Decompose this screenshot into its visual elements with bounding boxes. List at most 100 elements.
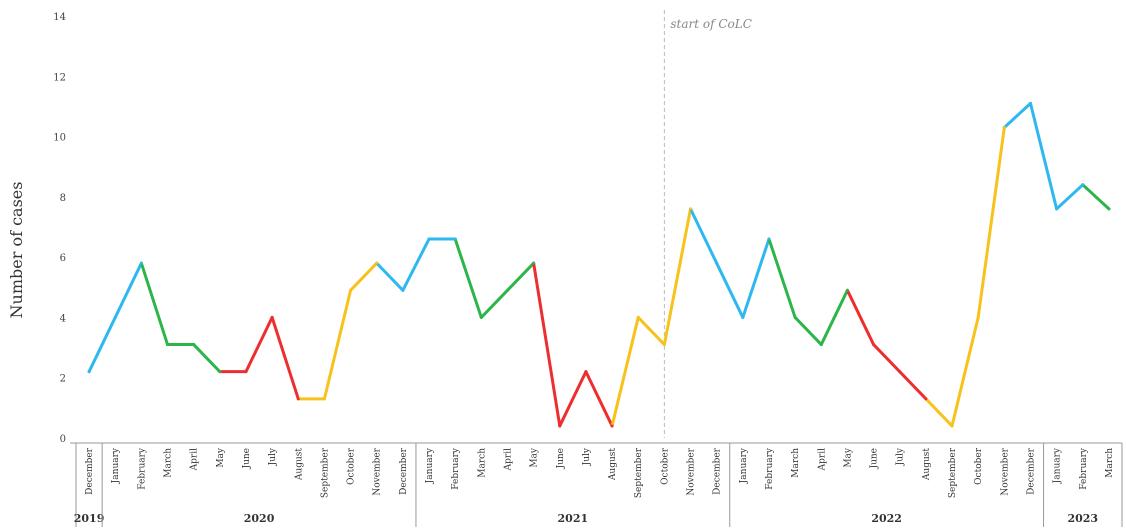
x-tick-label: May bbox=[216, 447, 226, 468]
year-label: 2019 bbox=[74, 512, 105, 525]
series-segment bbox=[636, 315, 666, 347]
series-segment bbox=[976, 126, 1006, 319]
data-point bbox=[1107, 207, 1111, 211]
x-tick-label: December bbox=[85, 447, 95, 495]
x-tick-label: September bbox=[320, 447, 330, 498]
x-tick-label: April bbox=[190, 448, 200, 471]
x-tick-label: February bbox=[137, 447, 147, 490]
x-tick-label: March bbox=[477, 448, 487, 478]
y-tick-label: 8 bbox=[60, 193, 66, 204]
data-point bbox=[87, 370, 91, 374]
series-segment bbox=[793, 315, 823, 347]
data-point bbox=[689, 207, 693, 211]
data-point bbox=[610, 424, 614, 428]
series-segment bbox=[375, 261, 405, 292]
data-point bbox=[192, 343, 196, 347]
x-tick-label: February bbox=[1079, 447, 1089, 490]
series-segment bbox=[898, 370, 928, 401]
x-tick-label: January bbox=[739, 447, 749, 484]
series-segment bbox=[715, 261, 745, 319]
x-tick-label: October bbox=[347, 447, 357, 485]
series-segment bbox=[244, 315, 274, 374]
x-tick-label: May bbox=[843, 447, 853, 468]
data-point bbox=[662, 343, 666, 347]
data-point bbox=[349, 288, 353, 292]
x-tick-label: March bbox=[164, 448, 174, 478]
series-segment bbox=[610, 315, 640, 428]
x-tick-label: January bbox=[1053, 447, 1063, 484]
series-segment bbox=[349, 261, 379, 292]
data-point bbox=[401, 288, 405, 292]
series-segment bbox=[924, 397, 954, 428]
series-segment bbox=[950, 315, 980, 428]
year-label: 2022 bbox=[871, 512, 902, 525]
x-axis: December January February March April May June… bbox=[70, 442, 1123, 527]
series-segment bbox=[87, 315, 117, 374]
data-point bbox=[558, 424, 562, 428]
y-tick-label: 2 bbox=[60, 374, 66, 385]
data-point bbox=[872, 343, 876, 347]
data-point bbox=[741, 315, 745, 319]
x-tick-label: June bbox=[870, 448, 880, 470]
y-tick-label: 10 bbox=[53, 133, 66, 144]
x-tick-label: December bbox=[1026, 447, 1036, 495]
year-label: 2021 bbox=[558, 512, 589, 525]
data-point bbox=[139, 261, 143, 265]
data-point bbox=[505, 288, 509, 292]
x-tick-label: July bbox=[896, 447, 906, 466]
series-segment bbox=[113, 261, 143, 319]
series-segment bbox=[270, 315, 300, 401]
data-point bbox=[793, 315, 797, 319]
series-lines bbox=[87, 101, 1111, 428]
data-point bbox=[715, 261, 719, 265]
x-tick-label: February bbox=[451, 447, 461, 490]
series-segment bbox=[453, 237, 483, 319]
x-tick-label: March bbox=[791, 448, 801, 478]
x-tick-label: August bbox=[294, 448, 304, 481]
x-tick-label: December bbox=[713, 447, 723, 495]
x-tick-label: March bbox=[1105, 448, 1115, 478]
data-point bbox=[270, 315, 274, 319]
data-point bbox=[296, 397, 300, 401]
y-tick-label: 12 bbox=[53, 72, 66, 83]
x-tick-label: November bbox=[373, 447, 383, 495]
x-tick-label: August bbox=[922, 448, 932, 481]
data-point bbox=[1028, 101, 1032, 105]
x-tick-label: October bbox=[660, 447, 670, 485]
x-tick-label: June bbox=[242, 448, 252, 470]
series-segment bbox=[1002, 101, 1032, 130]
y-tick-label: 14 bbox=[53, 12, 66, 23]
series-segment bbox=[558, 370, 588, 428]
x-tick-label: July bbox=[268, 447, 278, 466]
x-tick-label: September bbox=[948, 447, 958, 498]
data-point bbox=[976, 315, 980, 319]
series-segment bbox=[767, 237, 797, 319]
series-segment bbox=[689, 207, 719, 265]
series-segment bbox=[1055, 183, 1085, 211]
data-point bbox=[166, 343, 170, 347]
y-axis-label: Number of cases bbox=[7, 182, 26, 319]
series-segment bbox=[584, 370, 614, 428]
x-tick-label: June bbox=[556, 448, 566, 470]
data-point bbox=[1002, 126, 1006, 130]
colc-start-annotation: start of CoLC bbox=[670, 17, 752, 31]
y-tick-label: 6 bbox=[60, 253, 66, 264]
series-segment bbox=[1081, 183, 1111, 211]
data-point bbox=[322, 397, 326, 401]
x-tick-label: October bbox=[974, 447, 984, 485]
series-segment bbox=[192, 343, 222, 374]
y-tick-label: 0 bbox=[60, 434, 66, 445]
series-segment bbox=[741, 237, 771, 319]
series-segment bbox=[819, 288, 849, 347]
x-tick-label: January bbox=[111, 447, 121, 484]
data-point bbox=[636, 315, 640, 319]
series-segment bbox=[872, 343, 902, 374]
series-segment bbox=[532, 261, 562, 428]
series-segment bbox=[845, 288, 876, 347]
data-point bbox=[375, 261, 379, 265]
data-point bbox=[924, 397, 928, 401]
x-tick-label: April bbox=[503, 448, 513, 471]
data-point bbox=[113, 315, 117, 319]
data-point bbox=[767, 237, 771, 241]
series-segment bbox=[401, 237, 431, 292]
